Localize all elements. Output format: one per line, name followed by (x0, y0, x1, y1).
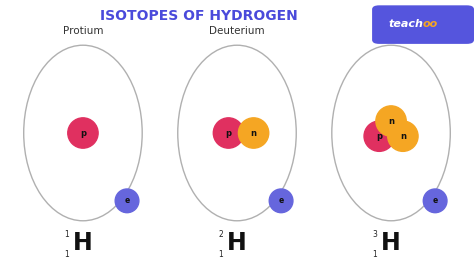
FancyBboxPatch shape (372, 5, 474, 44)
Text: oo: oo (423, 19, 438, 30)
Text: e: e (432, 196, 438, 205)
Ellipse shape (423, 189, 447, 213)
Text: Protium: Protium (63, 26, 103, 36)
Text: ISOTOPES OF HYDROGEN: ISOTOPES OF HYDROGEN (100, 9, 298, 23)
Ellipse shape (238, 118, 269, 148)
Text: n: n (388, 117, 394, 126)
Ellipse shape (213, 118, 244, 148)
Text: p: p (80, 128, 86, 138)
Text: 1: 1 (372, 250, 377, 259)
Ellipse shape (269, 189, 293, 213)
Text: n: n (400, 132, 406, 141)
Text: p: p (376, 132, 382, 141)
Text: 3: 3 (372, 230, 377, 239)
Ellipse shape (388, 121, 418, 151)
Ellipse shape (364, 121, 394, 151)
Text: e: e (278, 196, 284, 205)
Text: e: e (124, 196, 130, 205)
Ellipse shape (68, 118, 98, 148)
Text: H: H (227, 231, 246, 255)
Text: Tritium: Tritium (373, 26, 409, 36)
Text: H: H (381, 231, 401, 255)
Text: Deuterium: Deuterium (209, 26, 265, 36)
Text: 2: 2 (218, 230, 223, 239)
Ellipse shape (376, 106, 406, 136)
Text: H: H (73, 231, 92, 255)
Text: n: n (251, 128, 256, 138)
Text: 1: 1 (64, 250, 69, 259)
Text: 1: 1 (218, 250, 223, 259)
Text: 1: 1 (64, 230, 69, 239)
Ellipse shape (115, 189, 139, 213)
Text: p: p (226, 128, 231, 138)
Text: teach: teach (388, 19, 423, 30)
